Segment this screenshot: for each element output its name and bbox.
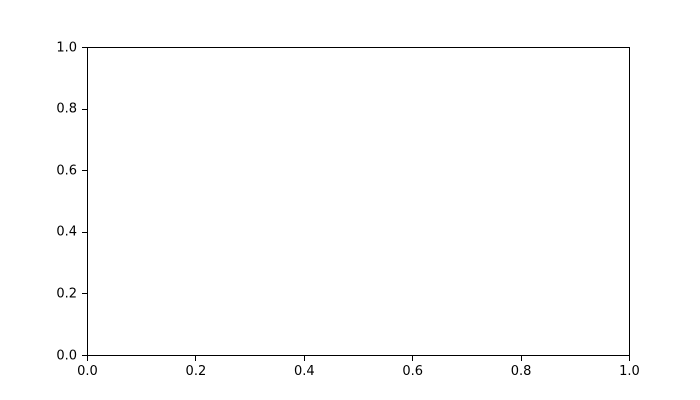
x-tick-mark [412, 356, 414, 361]
x-tick-label: 0.4 [293, 364, 315, 379]
x-tick-mark [629, 356, 630, 361]
x-tick-label: 1.0 [619, 364, 640, 379]
x-tick-label: 0.6 [402, 364, 424, 379]
y-tick-mark [82, 355, 87, 356]
y-tick-label: 0.0 [56, 348, 77, 363]
y-tick-label: 0.2 [56, 286, 77, 302]
y-tick-mark [82, 231, 87, 233]
y-tick-label: 0.8 [56, 101, 77, 117]
y-tick-mark [82, 170, 87, 172]
x-tick-label: 0.8 [510, 364, 532, 379]
plot-area [87, 47, 630, 356]
y-tick-label: 0.4 [56, 224, 77, 240]
y-tick-mark [82, 293, 87, 295]
x-tick-mark [195, 356, 197, 361]
x-tick-mark [520, 356, 522, 361]
x-tick-mark [87, 356, 88, 361]
y-tick-label: 0.6 [56, 163, 77, 179]
y-tick-label: 1.0 [56, 40, 77, 55]
x-tick-label: 0.0 [77, 364, 98, 379]
y-tick-mark [82, 47, 87, 48]
x-tick-mark [303, 356, 305, 361]
x-tick-label: 0.2 [185, 364, 207, 379]
y-tick-mark [82, 108, 87, 110]
